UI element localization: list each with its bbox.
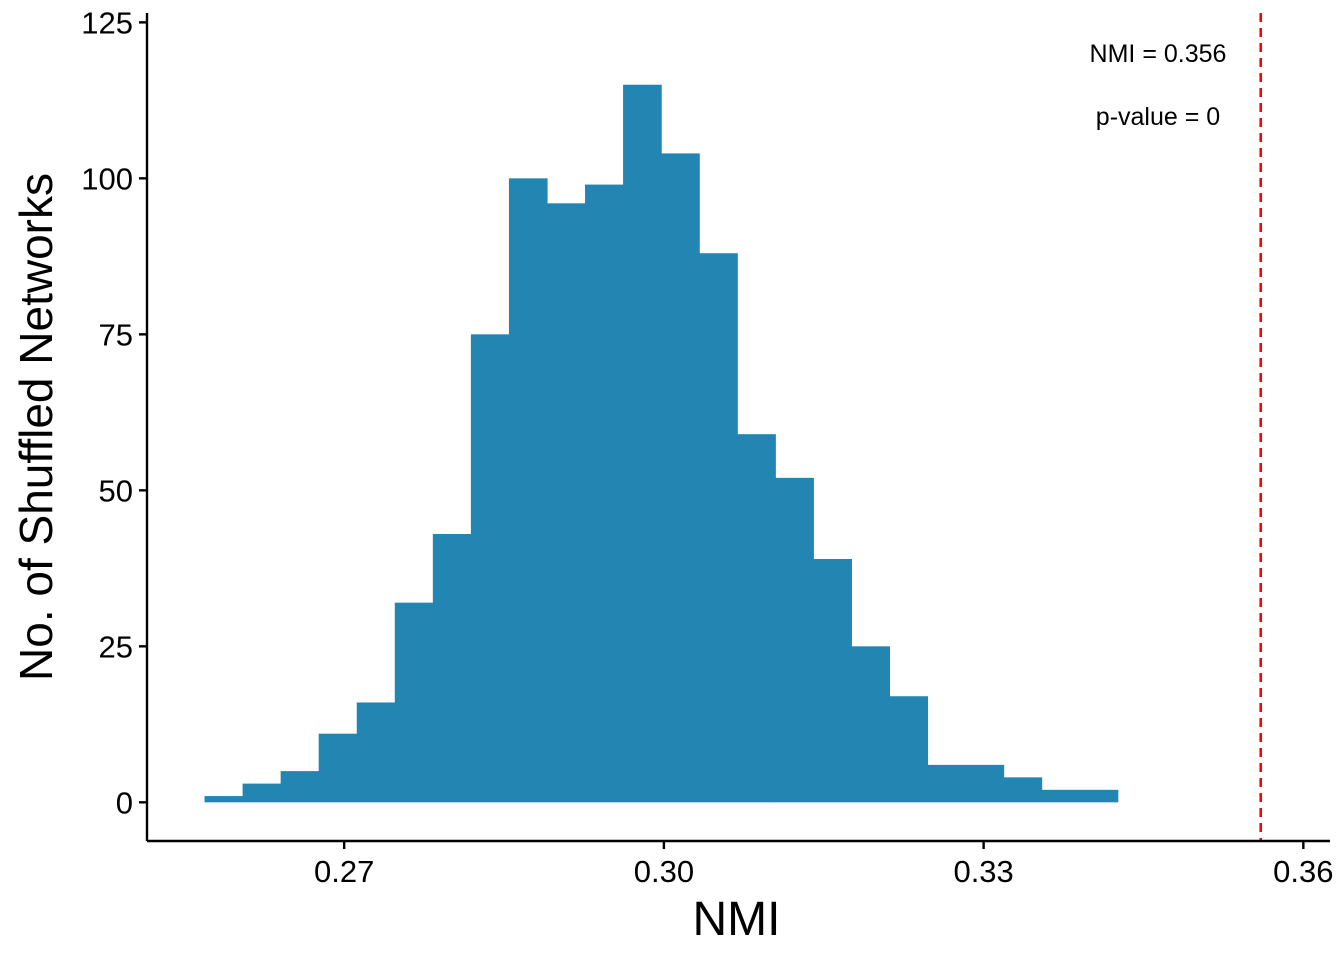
histogram-bar [661,153,700,803]
histogram-bar [851,646,891,803]
histogram-bar [1079,789,1119,803]
p-value-annotation: p-value = 0 [1096,103,1220,131]
histogram-bar [585,184,624,803]
histogram-bar [204,796,244,803]
y-tick-label: 75 [99,317,133,352]
x-axis-ticks: 0.27 0.30 0.33 0.36 [314,841,1334,889]
histogram-bar [394,602,434,803]
y-axis-ticks: 0 25 50 75 100 125 [81,5,147,820]
histogram-bar [508,178,548,803]
histogram-bar [546,203,586,803]
x-axis-title: NMI [693,893,781,946]
histogram-bar [699,253,738,803]
x-tick-label: 0.30 [634,854,694,889]
y-tick-label: 100 [81,161,133,196]
histogram-bar [280,771,320,803]
x-tick-label: 0.36 [1273,854,1333,889]
y-axis-title: No. of Shuffled Networks [10,173,62,681]
nmi-annotation: NMI = 0.356 [1090,40,1227,68]
y-tick-label: 25 [99,629,133,664]
histogram-bar [927,764,967,803]
y-tick-label: 0 [116,785,133,820]
histogram-bar [737,434,776,803]
histogram-bar [623,84,662,803]
histogram-bar [1041,789,1081,803]
histogram-bar [470,334,510,803]
histogram-bars [204,84,1119,803]
histogram-bar [356,702,396,803]
y-tick-label: 50 [99,473,133,508]
y-tick-label: 125 [81,5,133,40]
histogram-bar [242,783,282,803]
histogram-bar [813,558,852,803]
histogram-bar [775,477,814,803]
x-tick-label: 0.33 [953,854,1013,889]
histogram-bar [318,733,358,803]
histogram-bar [965,764,1005,803]
x-tick-label: 0.27 [314,854,374,889]
histogram-bar [1003,777,1043,803]
histogram-bar [432,534,472,803]
histogram-bar [889,696,929,803]
